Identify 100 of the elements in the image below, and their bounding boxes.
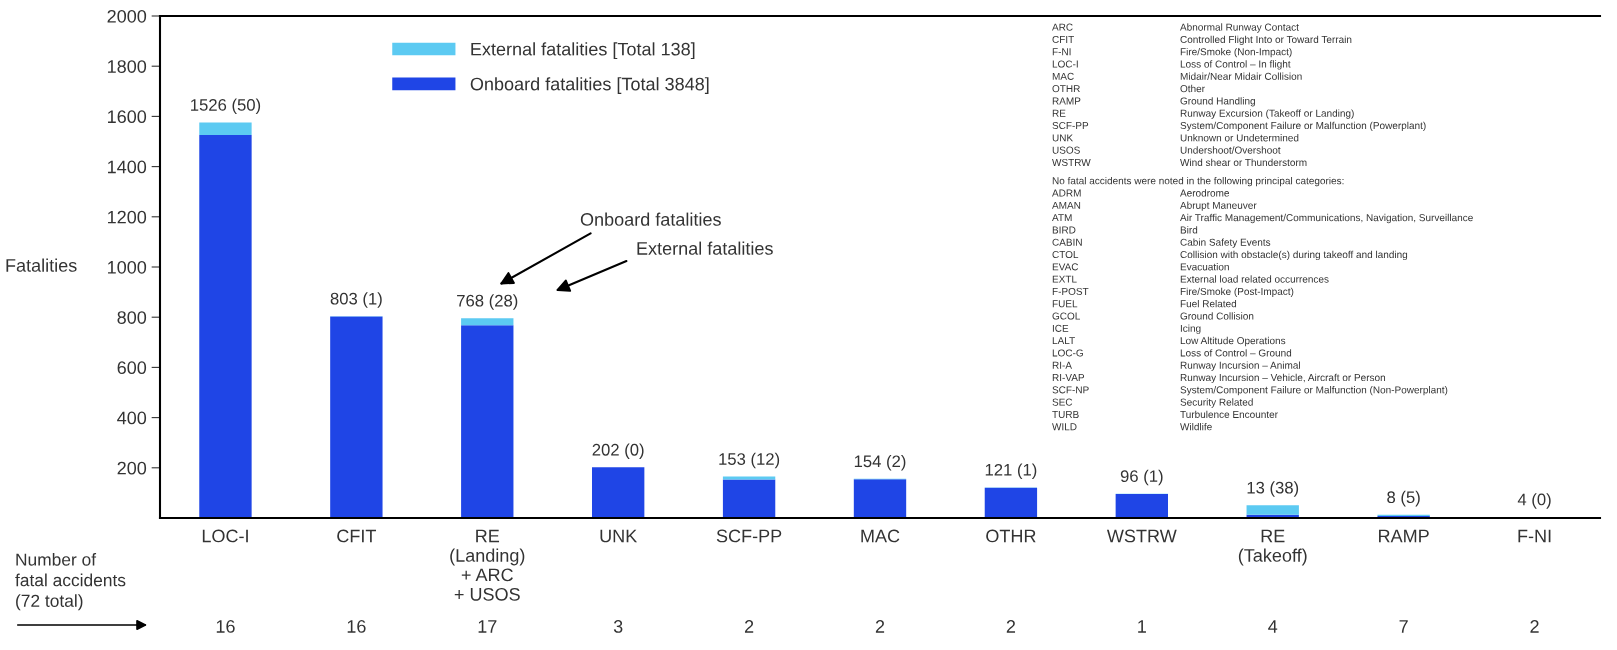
annotation: OTHR — [1052, 85, 1080, 93]
text: 16 — [347, 620, 366, 633]
annotation: Air Traffic Management/Communications, Navigation, Surveillance — [1180, 213, 1473, 224]
data-label: 1526 (50) — [191, 98, 261, 115]
data-label: 153 (12) — [719, 452, 780, 469]
annotation: Icing — [1180, 324, 1201, 334]
bar — [1246, 505, 1299, 515]
y-tick-label: 1000 — [108, 260, 147, 274]
annotation: CTOL — [1052, 251, 1079, 259]
text: 2 — [744, 620, 754, 633]
bar — [722, 479, 776, 518]
annotation: SCF-PP — [1052, 122, 1089, 130]
annotation: UNK — [1052, 134, 1073, 142]
text: 2 — [1006, 620, 1016, 633]
annotation: GCOL — [1052, 312, 1081, 320]
annotation: FUEL — [1052, 300, 1078, 308]
legend-label: External fatalities [Total 138] — [471, 42, 695, 60]
annotation: ARC — [1052, 23, 1073, 31]
annotation: EXTL — [1052, 275, 1077, 283]
annotation: CABIN — [1052, 238, 1082, 246]
y-tick-label: 200 — [117, 461, 147, 475]
x-tick-label: RE (Landing) + ARC + USOS — [450, 529, 525, 601]
text: 4 — [1268, 620, 1278, 633]
annotation: Onboard fatalities — [580, 212, 721, 226]
annotation: ADRM — [1052, 189, 1081, 197]
annotation: RE — [1052, 109, 1066, 117]
annotation: Loss of Control – Ground — [1180, 349, 1292, 357]
annotation: Ground Collision — [1180, 312, 1254, 320]
text: 7 — [1399, 620, 1408, 633]
data-label: 4 (0) — [1517, 493, 1551, 509]
bar — [984, 487, 1038, 518]
annotation: MAC — [1052, 72, 1074, 80]
x-tick-label: LOC-I — [202, 529, 248, 543]
annotation: Fuel Related — [1180, 299, 1237, 308]
annotation: Security Related — [1180, 398, 1253, 408]
x-tick-label: WSTRW — [1106, 529, 1177, 543]
annotation: Cabin Safety Events — [1180, 238, 1271, 248]
y-tick-label: 800 — [117, 311, 147, 324]
bar — [722, 476, 776, 480]
bar — [592, 467, 645, 518]
x-tick-label: RAMP — [1379, 529, 1429, 543]
annotation: Ground Handling — [1180, 97, 1255, 107]
annotation: Runway Incursion – Vehicle, Aircraft or Person — [1180, 373, 1386, 384]
annotation: USOS — [1052, 146, 1080, 154]
x-tick-label: MAC — [861, 529, 900, 543]
text: 17 — [478, 620, 497, 633]
annotation: WSTRW — [1052, 158, 1091, 166]
annotation: External load related occurrences — [1180, 275, 1329, 283]
data-label: 8 (5) — [1387, 490, 1420, 507]
bar — [199, 134, 252, 518]
annotation: System/Component Failure or Malfunction (Powerplant) — [1180, 121, 1426, 132]
annotation: Aerodrome — [1180, 189, 1230, 197]
annotation: RAMP — [1052, 97, 1081, 105]
annotation: System/Component Failure or Malfunction (Non-Powerplant) — [1180, 386, 1448, 396]
annotation: ICE — [1052, 324, 1069, 332]
text: 2 — [875, 620, 885, 633]
annotation: Abnormal Runway Contact — [1180, 23, 1299, 33]
annotation: Evacuation — [1180, 263, 1229, 271]
annotation: Midair/Near Midair Collision — [1180, 72, 1302, 80]
x-tick-label: UNK — [600, 529, 638, 543]
annotation: Loss of Control – In flight — [1180, 60, 1291, 70]
annotation: CFIT — [1052, 35, 1074, 43]
data-label: 121 (1) — [985, 463, 1037, 480]
annotation: Runway Excursion (Takeoff or Landing) — [1180, 109, 1354, 119]
bar — [199, 122, 252, 135]
annotation: F-POST — [1052, 287, 1089, 295]
data-label: 803 (1) — [330, 292, 382, 308]
annotation: TURB — [1052, 411, 1079, 418]
annotation: External fatalities — [637, 241, 773, 255]
y-tick-label: 600 — [117, 361, 147, 375]
annotation: LOC-G — [1052, 349, 1083, 357]
bar — [1115, 493, 1168, 518]
annotation: Fire/Smoke (Non-Impact) — [1180, 47, 1292, 58]
annotation: AMAN — [1052, 201, 1081, 209]
text: 2 — [1530, 620, 1539, 633]
text: 16 — [216, 620, 235, 633]
bar — [853, 479, 907, 518]
y-tick-label: 1600 — [108, 110, 147, 124]
text: 3 — [613, 620, 623, 633]
text: 1 — [1138, 620, 1146, 633]
annotation: Bird — [1180, 226, 1198, 234]
annotation: Undershoot/Overshoot — [1180, 146, 1281, 154]
annotation: RI-A — [1052, 361, 1072, 369]
data-label: 768 (28) — [457, 294, 518, 310]
annotation: Collision with obstacle(s) during takeoff and landing — [1180, 250, 1408, 261]
annotation: Runway Incursion – Animal — [1180, 361, 1300, 371]
annotation: Fire/Smoke (Post-Impact) — [1180, 287, 1294, 297]
annotation: Other — [1180, 84, 1205, 93]
annotation: F-NI — [1052, 48, 1071, 56]
annotation: RI-VAP — [1052, 374, 1085, 381]
annotation: Abrupt Maneuver — [1180, 201, 1257, 211]
text: Number of fatal accidents (72 total) — [15, 553, 126, 611]
legend-label: Onboard fatalities [Total 3848] — [470, 77, 709, 95]
y-tick-label: 400 — [117, 411, 147, 425]
annotation: SCF-NP — [1052, 386, 1089, 394]
y-tick-label: 1400 — [108, 160, 147, 174]
annotation: WILD — [1052, 423, 1077, 431]
annotation: SEC — [1052, 398, 1073, 406]
annotation: Unknown or Undetermined — [1180, 134, 1299, 142]
annotation: LALT — [1052, 337, 1075, 345]
